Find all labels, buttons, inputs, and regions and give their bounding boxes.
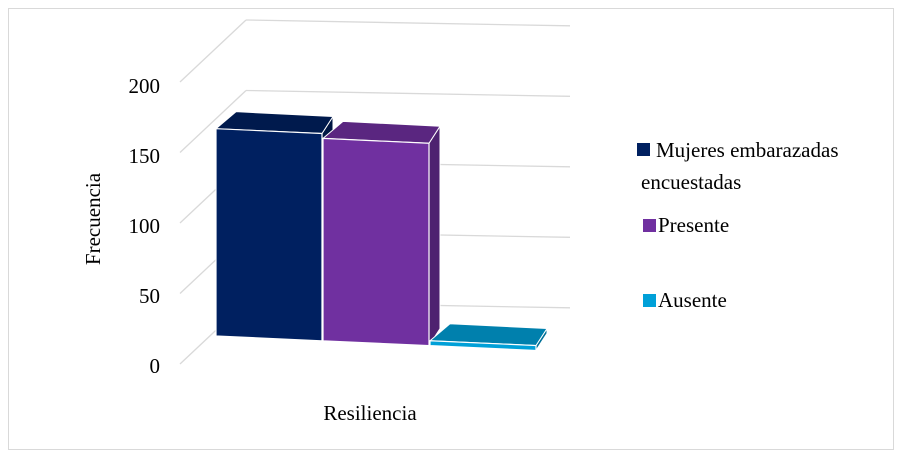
legend-swatch-ausente	[643, 294, 656, 307]
legend-label-mujeres-line2: encuestadas	[641, 170, 741, 194]
gridline-200	[179, 19, 571, 83]
y-tick-label-50: 50	[139, 284, 160, 308]
y-tick-label-0: 0	[150, 354, 161, 378]
y-tick-label-100: 100	[129, 214, 161, 238]
y-tick-label-150: 150	[129, 144, 161, 168]
bar-side-1	[428, 124, 441, 348]
legend: Mujeres embarazadas encuestadas Presente…	[637, 138, 839, 312]
legend-label-mujeres-line1: Mujeres embarazadas	[656, 138, 839, 162]
y-tick-label-200: 200	[129, 74, 161, 98]
legend-label-presente: Presente	[658, 213, 729, 237]
y-axis-ticks: 0 50 100 150 200	[129, 74, 161, 378]
bar-1	[321, 120, 441, 348]
bar-0	[214, 111, 334, 343]
bar-front-1	[322, 137, 430, 347]
y-axis-title: Frecuencia	[81, 172, 105, 265]
gridline-150	[179, 89, 571, 153]
bars	[214, 111, 548, 353]
bar-2	[428, 323, 548, 353]
legend-swatch-mujeres	[637, 143, 650, 156]
bar-front-2	[429, 340, 537, 352]
legend-label-ausente: Ausente	[658, 288, 727, 312]
x-axis-title: Resiliencia	[323, 401, 417, 425]
chart-frame	[8, 8, 894, 450]
legend-swatch-presente	[643, 219, 656, 232]
bar-front-0	[215, 128, 323, 342]
